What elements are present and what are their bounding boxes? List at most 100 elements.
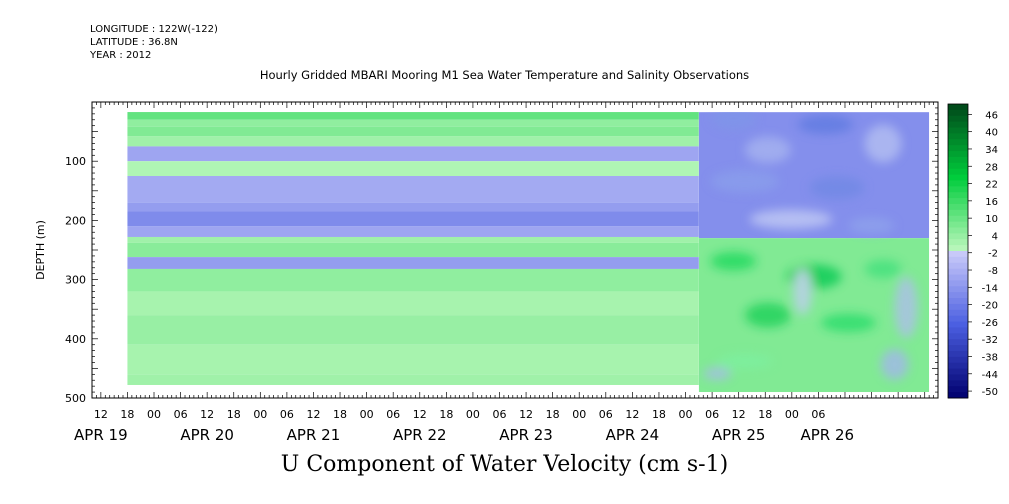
colorbar-label: 16 — [985, 197, 998, 208]
colorbar-segment — [948, 109, 968, 117]
colorbar-segment — [948, 280, 968, 287]
colorbar-segment — [948, 192, 968, 199]
x-hour-tick-label: 00 — [253, 408, 267, 421]
colorbar-segment — [948, 356, 968, 364]
x-hour-tick-label: 18 — [758, 408, 772, 421]
colorbar-label: -26 — [982, 318, 998, 329]
colorbar-segment — [948, 162, 968, 170]
data-band — [127, 226, 699, 237]
colorbar-segment — [948, 368, 968, 375]
colorbar-label: 28 — [985, 162, 998, 173]
x-hour-tick-label: 12 — [413, 408, 427, 421]
colorbar-segment — [948, 209, 968, 217]
texture-patch — [848, 217, 895, 234]
x-hour-tick-label: 12 — [306, 408, 320, 421]
colorbar-label: -38 — [982, 352, 998, 363]
colorbar-label: 10 — [985, 214, 998, 225]
colorbar-segment — [948, 386, 968, 393]
data-band — [127, 291, 699, 316]
colorbar-segment — [948, 127, 968, 134]
x-hour-tick-label: 18 — [227, 408, 241, 421]
texture-patch — [744, 302, 791, 328]
colorbar-label: 46 — [985, 110, 998, 121]
colorbar-segment — [948, 239, 968, 246]
colorbar-segment — [948, 139, 968, 146]
x-hour-tick-label: 06 — [280, 408, 294, 421]
x-hour-tick-label: 06 — [386, 408, 400, 421]
y-tick-label: 100 — [65, 155, 86, 168]
x-day-label: APR 25 — [712, 426, 766, 444]
colorbar-segment — [948, 256, 968, 264]
colorbar-segment — [948, 262, 968, 270]
x-hour-tick-label: 06 — [174, 408, 188, 421]
x-hour-tick-label: 12 — [519, 408, 533, 421]
colorbar-segment — [948, 362, 968, 370]
data-band — [127, 146, 699, 162]
texture-patch — [710, 170, 780, 193]
x-hour-tick-label: 00 — [679, 408, 693, 421]
x-hour-tick-label: 12 — [94, 408, 108, 421]
x-hour-tick-label: 12 — [625, 408, 639, 421]
x-hour-tick-label: 12 — [732, 408, 746, 421]
texture-layer — [703, 112, 918, 380]
year-label: YEAR : 2012 — [90, 50, 152, 61]
colorbar-segment — [948, 339, 968, 346]
colorbar-label: -20 — [982, 301, 998, 312]
x-day-label: APR 24 — [606, 426, 660, 444]
colorbar-segment — [948, 168, 968, 176]
chart-caption: U Component of Water Velocity (cm s-1) — [280, 452, 729, 477]
colorbar-segment — [948, 180, 968, 187]
colorbar-segment — [948, 380, 968, 387]
x-day-label: APR 23 — [499, 426, 553, 444]
texture-patch — [703, 367, 732, 380]
texture-patch — [749, 209, 833, 229]
colorbar-label: -2 — [988, 249, 998, 260]
x-hour-tick-label: 00 — [785, 408, 799, 421]
colorbar-label: 34 — [985, 145, 998, 156]
data-band — [127, 344, 699, 375]
colorbar-label: -14 — [982, 283, 998, 294]
x-hour-tick-label: 06 — [599, 408, 613, 421]
colorbar-segment — [948, 315, 968, 323]
colorbar-segment — [948, 251, 968, 258]
colorbar-segment — [948, 121, 968, 129]
colorbar-label: -44 — [982, 370, 998, 381]
colorbar-label: 4 — [992, 231, 998, 242]
data-band — [127, 112, 699, 120]
texture-patch — [864, 259, 902, 279]
x-hour-tick-label: 00 — [466, 408, 480, 421]
x-hour-tick-label: 18 — [333, 408, 347, 421]
texture-patch — [820, 313, 877, 333]
x-hour-tick-label: 18 — [439, 408, 453, 421]
colorbar-segment — [948, 203, 968, 211]
data-layer — [127, 112, 930, 393]
colorbar-segment — [948, 156, 968, 164]
texture-patch — [797, 115, 854, 135]
colorbar-segment — [948, 303, 968, 311]
data-band — [127, 136, 699, 147]
x-day-label: APR 22 — [393, 426, 447, 444]
data-band — [127, 161, 699, 176]
data-band — [127, 211, 699, 227]
x-hour-tick-label: 06 — [811, 408, 825, 421]
colorbar-segment — [948, 345, 968, 352]
y-tick-label: 300 — [65, 274, 86, 287]
texture-patch — [717, 353, 773, 369]
x-hour-tick-label: 18 — [546, 408, 560, 421]
data-band — [127, 119, 699, 127]
x-hour-tick-label: 06 — [492, 408, 506, 421]
colorbar-segment — [948, 292, 968, 299]
data-band — [127, 236, 699, 243]
data-band — [127, 126, 699, 137]
x-hour-tick-label: 06 — [705, 408, 719, 421]
colorbar-segment — [948, 392, 968, 399]
data-band — [127, 242, 699, 258]
x-day-label: APR 20 — [180, 426, 234, 444]
data-band — [127, 374, 699, 385]
texture-patch — [864, 124, 902, 163]
colorbar-segment — [948, 374, 968, 381]
texture-patch — [880, 348, 909, 380]
x-day-label: APR 21 — [287, 426, 341, 444]
x-hour-tick-label: 00 — [360, 408, 374, 421]
